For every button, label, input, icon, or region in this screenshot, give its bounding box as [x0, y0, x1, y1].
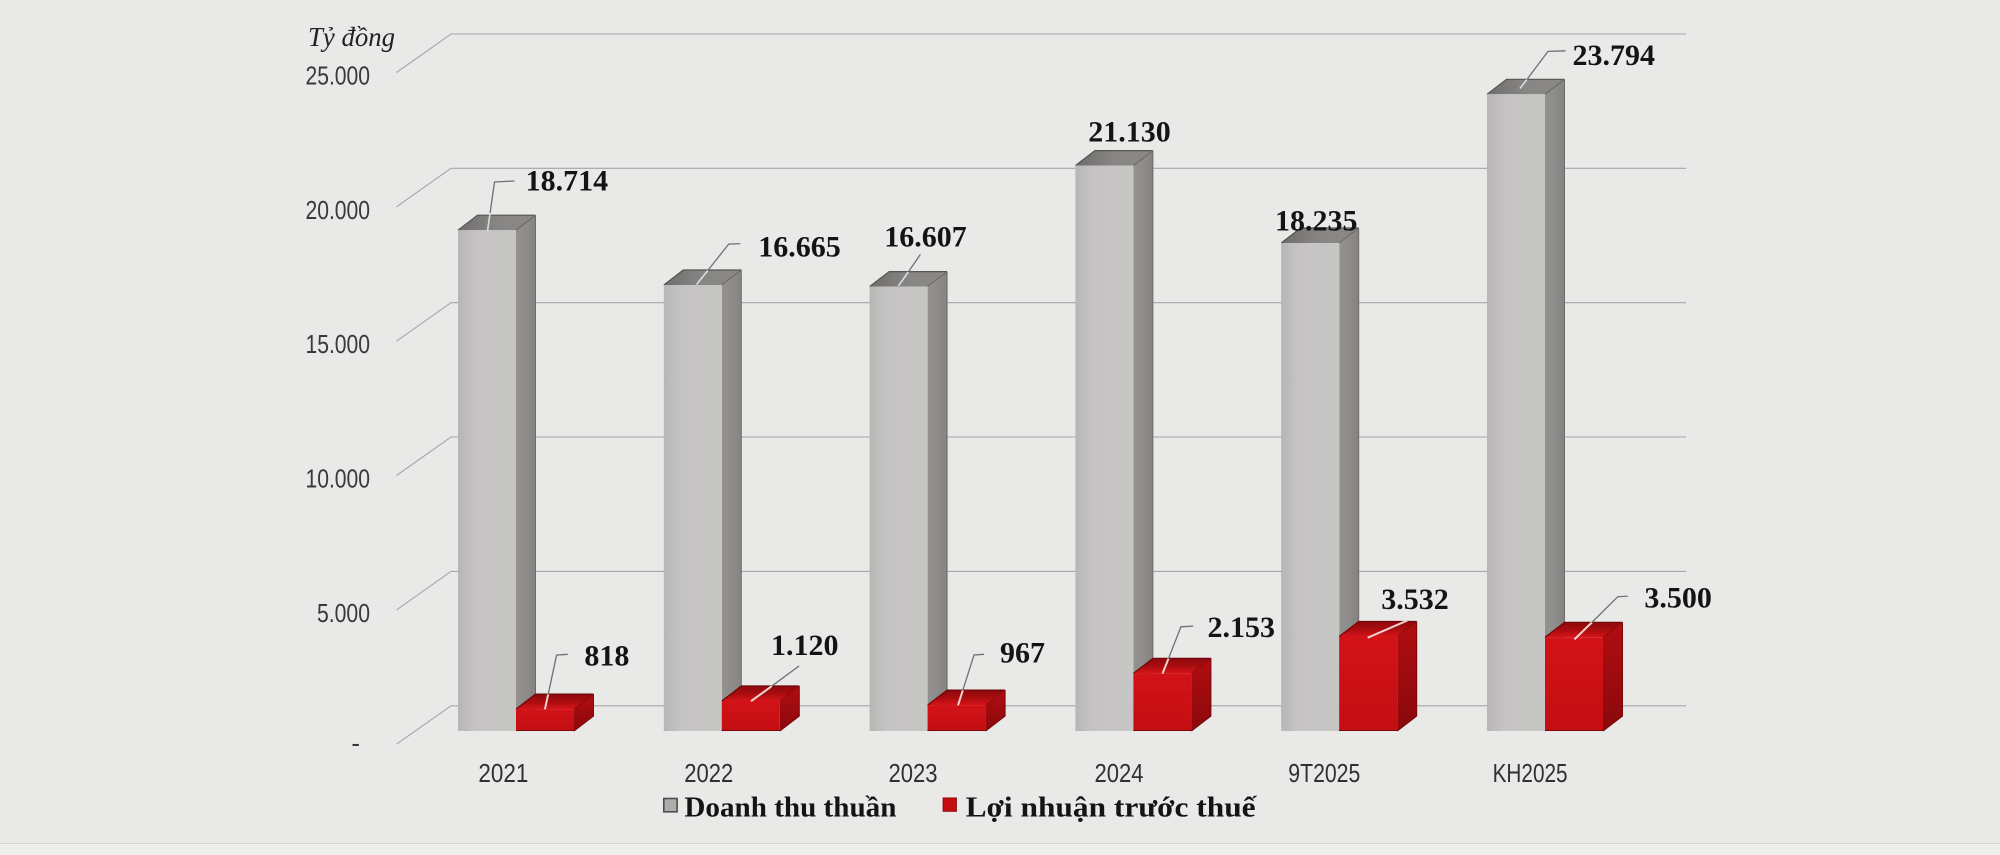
svg-text:16.665: 16.665: [758, 230, 841, 263]
svg-text:2023: 2023: [889, 758, 938, 788]
svg-text:18.235: 18.235: [1275, 205, 1358, 238]
svg-text:Doanh thu thuần: Doanh thu thuần: [684, 792, 896, 824]
svg-text:5.000: 5.000: [317, 598, 370, 628]
svg-text:10.000: 10.000: [306, 464, 371, 494]
svg-text:3.500: 3.500: [1644, 581, 1712, 614]
svg-text:818: 818: [584, 640, 629, 673]
svg-text:-: -: [351, 728, 360, 758]
svg-text:2021: 2021: [478, 758, 528, 788]
svg-text:25.000: 25.000: [306, 61, 371, 91]
svg-text:9T2025: 9T2025: [1288, 758, 1360, 788]
svg-text:23.794: 23.794: [1573, 39, 1656, 72]
svg-text:1.120: 1.120: [771, 629, 839, 662]
svg-text:18.714: 18.714: [526, 165, 609, 198]
svg-text:2022: 2022: [684, 758, 733, 788]
svg-text:3.532: 3.532: [1381, 583, 1449, 616]
svg-text:21.130: 21.130: [1088, 116, 1171, 149]
svg-text:15.000: 15.000: [306, 329, 371, 359]
svg-text:Lợi nhuận trước thuế: Lợi nhuận trước thuế: [966, 792, 1258, 824]
svg-text:20.000: 20.000: [306, 195, 371, 225]
svg-text:16.607: 16.607: [884, 221, 967, 254]
svg-text:KH2025: KH2025: [1493, 758, 1568, 788]
svg-text:2.153: 2.153: [1208, 611, 1276, 644]
svg-text:Tỷ đồng: Tỷ đồng: [308, 22, 395, 52]
svg-text:2024: 2024: [1095, 758, 1144, 788]
svg-text:967: 967: [1000, 637, 1045, 670]
